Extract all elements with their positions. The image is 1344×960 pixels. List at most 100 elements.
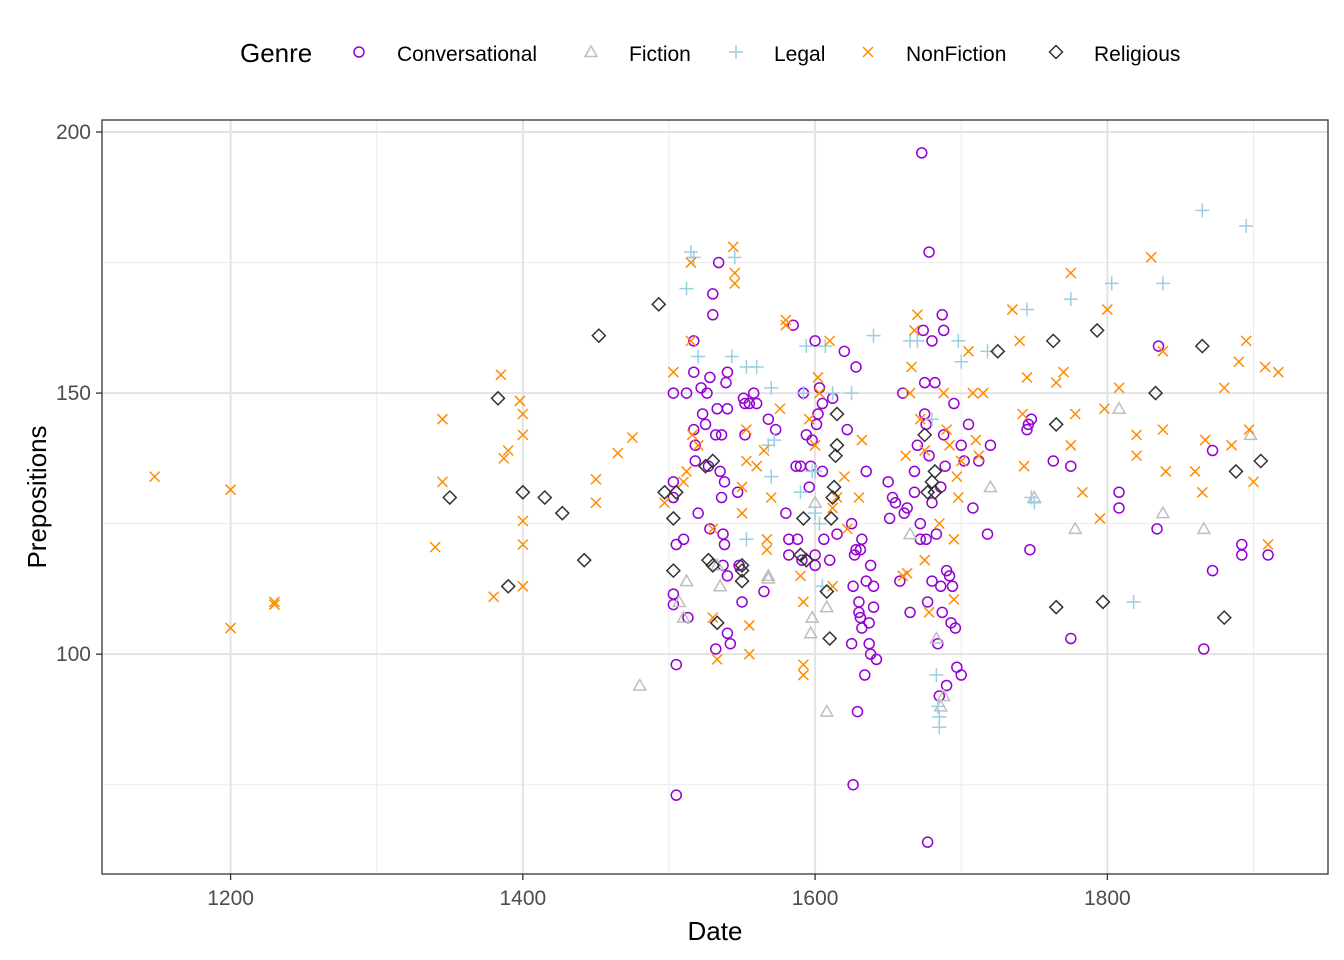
nonfiction-point (678, 476, 690, 488)
legal-point (1019, 302, 1034, 317)
conversational-point (882, 476, 894, 488)
conversational-point (870, 653, 883, 666)
legal-point (910, 333, 925, 348)
nonfiction-point (951, 471, 963, 483)
religious-point (927, 484, 943, 500)
conversational-point (859, 669, 871, 681)
conversational-point (692, 507, 704, 519)
religious-point (734, 573, 750, 589)
nonfiction-point (955, 455, 967, 467)
nonfiction-point (765, 491, 777, 504)
nonfiction-point (797, 596, 809, 608)
nonfiction-point (612, 447, 624, 459)
conversational-point (1236, 538, 1248, 551)
nonfiction-point (1262, 538, 1274, 551)
nonfiction-point (685, 257, 697, 269)
conversational-point (845, 517, 858, 530)
conversational-point (715, 491, 728, 504)
conversational-point (929, 376, 941, 389)
nonfiction-point (824, 335, 836, 347)
conversational-point (667, 588, 680, 600)
legal-point (796, 386, 811, 401)
conversational-point (921, 596, 934, 608)
conversational-point (863, 617, 875, 629)
nonfiction-point (751, 460, 763, 472)
conversational-point (783, 533, 795, 546)
conversational-point (937, 324, 950, 337)
conversational-point (1262, 549, 1274, 561)
religious-point (700, 552, 716, 568)
nonfiction-point (900, 450, 912, 462)
legend-label: NonFiction (906, 43, 1006, 66)
conversational-point (1113, 502, 1125, 514)
religious-point (668, 484, 684, 500)
nonfiction-point (1226, 439, 1238, 451)
nonfiction-point (268, 599, 280, 611)
fiction-point (761, 568, 776, 582)
conversational-point (973, 455, 985, 467)
fiction-point (803, 625, 819, 639)
fiction-point (761, 570, 776, 584)
nonfiction-point (758, 444, 770, 457)
conversational-point (721, 366, 734, 378)
conversational-point (787, 319, 799, 331)
fiction-point (712, 578, 728, 592)
conversational-point (670, 658, 683, 671)
nonfiction-point (901, 567, 913, 579)
conversational-point (809, 559, 821, 572)
conversational-point (845, 637, 858, 650)
fiction-point (709, 557, 725, 571)
x-tick-label: 1400 (499, 887, 546, 910)
nonfiction-point (1157, 424, 1169, 436)
nonfiction-point (780, 314, 792, 326)
legal-point (767, 433, 782, 448)
conversational-point (939, 460, 951, 472)
conversational-point (901, 502, 913, 514)
nonfiction-point (813, 387, 826, 399)
y-tick-label: 150 (56, 382, 91, 405)
conversational-point (823, 554, 836, 566)
y-tick-label: 200 (56, 121, 91, 144)
religious-point (576, 552, 592, 568)
x-axis-label: Date (688, 916, 743, 946)
axes: 1200 1400 1600 1800 100 150 200 (56, 121, 1131, 910)
series-religious (442, 296, 1269, 647)
conversational-point (718, 538, 731, 551)
religious-point (920, 484, 936, 500)
conversational-point (688, 335, 700, 347)
conversational-point (699, 418, 712, 431)
conversational-point (1065, 632, 1077, 645)
nonfiction-point (514, 395, 526, 407)
legal-point (812, 516, 827, 531)
fiction-point (902, 526, 918, 540)
religious-point (500, 578, 516, 594)
legend-key-plus-icon (729, 45, 743, 59)
conversational-point (715, 429, 728, 441)
conversational-point (818, 533, 830, 546)
nonfiction-point (225, 622, 237, 634)
legend: Genre Conversational Fiction Legal NonFicti… (240, 38, 1180, 68)
conversational-point (721, 627, 734, 640)
legal-point (691, 349, 706, 364)
nonfiction-point (149, 471, 161, 483)
nonfiction-point (590, 497, 602, 509)
nonfiction-point (904, 387, 916, 399)
religious-point (1253, 453, 1269, 469)
conversational-point (946, 580, 959, 593)
nonfiction-point (841, 523, 853, 535)
conversational-point (688, 366, 700, 378)
conversational-point (917, 324, 929, 337)
conversational-point (948, 397, 960, 410)
fiction-point (1067, 521, 1083, 535)
nonfiction-point (774, 403, 786, 415)
x-tick-label: 1200 (207, 887, 254, 910)
nonfiction-point (498, 452, 510, 464)
conversational-point (981, 528, 994, 540)
conversational-point (709, 429, 722, 441)
nonfiction-point (436, 476, 449, 488)
nonfiction-point (977, 387, 989, 399)
nonfiction-point (429, 541, 441, 553)
legal-point (929, 668, 944, 683)
conversational-point (809, 335, 821, 347)
